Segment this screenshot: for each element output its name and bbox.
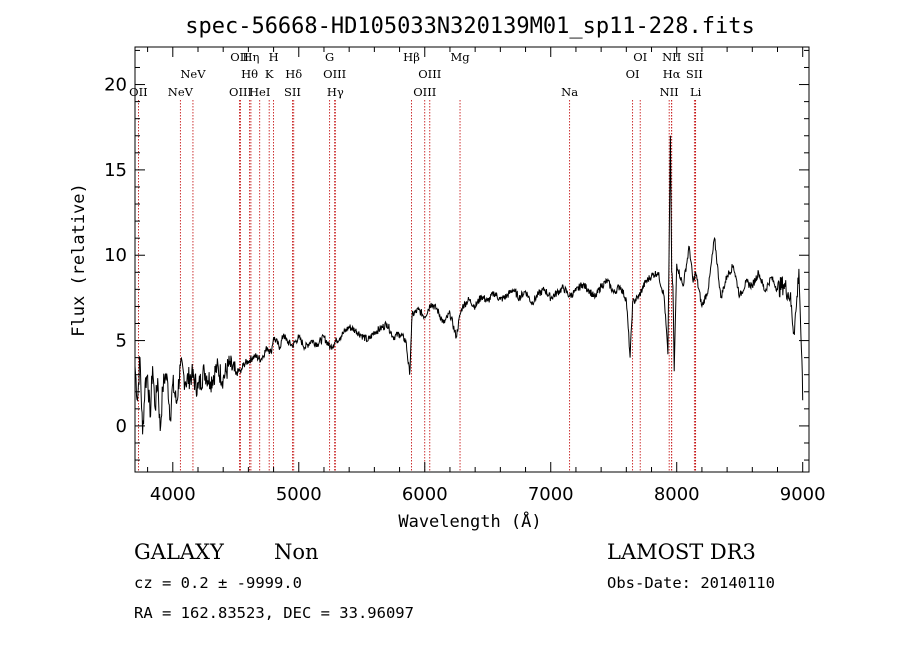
chart-title: spec-56668-HD105033N320139M01_sp11-228.f… xyxy=(185,14,755,39)
spectral-line-label: SII xyxy=(687,50,704,64)
x-tick-label: 8000 xyxy=(654,484,700,505)
spectral-line-label: Hδ xyxy=(285,67,302,81)
spectral-line-label: OI xyxy=(633,50,647,64)
spectral-line-label: NII xyxy=(662,50,681,64)
spectrum-line xyxy=(134,135,804,435)
x-tick-label: 7000 xyxy=(528,484,574,505)
spectral-line-label: Mg xyxy=(450,50,470,64)
spectral-line-label: OIII xyxy=(323,67,346,81)
x-axis-label: Wavelength (Å) xyxy=(398,510,541,532)
survey-label: LAMOST DR3 xyxy=(607,540,756,564)
x-tick-label: 9000 xyxy=(780,484,826,505)
spectral-line-label: Hθ xyxy=(241,67,258,81)
x-tick-label: 5000 xyxy=(276,484,322,505)
y-tick-label: 5 xyxy=(116,331,127,352)
axis-ticks xyxy=(135,47,809,472)
x-tick-label: 6000 xyxy=(402,484,448,505)
y-axis-label: Flux (relative) xyxy=(69,183,89,337)
spectral-line-label: Na xyxy=(561,85,578,99)
y-tick-label: 10 xyxy=(104,245,127,266)
spectral-line-label: OIII xyxy=(229,85,252,99)
spectral-line-label: NeV xyxy=(168,85,194,99)
spectral-line-label: SII xyxy=(284,85,301,99)
object-class: GALAXY xyxy=(134,540,225,564)
spectral-line-label: OI xyxy=(626,67,640,81)
spectral-line-labels: OII NeV NeV OII OIII Hη Hθ HeI HK Hδ SII G OIII Hγ Hβ O… xyxy=(129,50,704,99)
spectral-line-label: K xyxy=(265,67,274,81)
spectral-line-label: Hα xyxy=(663,67,681,81)
spectral-line-label: G xyxy=(325,50,334,64)
x-tick-label: 4000 xyxy=(150,484,196,505)
spectral-line-label: OIII xyxy=(413,85,436,99)
spectral-line-label: SII xyxy=(686,67,703,81)
spectral-line-label: OII xyxy=(129,85,148,99)
object-subclass: Non xyxy=(274,540,319,564)
y-tick-label: 0 xyxy=(116,416,127,437)
y-tick-label: 15 xyxy=(104,160,127,181)
spectral-line-label: Hη xyxy=(242,50,259,64)
y-tick-label: 20 xyxy=(104,75,127,96)
spectral-line-label: Hβ xyxy=(403,50,420,64)
spectral-line-label: Hγ xyxy=(327,85,344,99)
observation-date: Obs-Date: 20140110 xyxy=(607,574,775,592)
spectral-line-label: OII xyxy=(230,50,249,64)
spectral-line-label: NeV xyxy=(180,67,206,81)
spectral-line-label: HeI xyxy=(249,85,270,99)
spectral-line-label: NII xyxy=(660,85,679,99)
coordinates: RA = 162.83523, DEC = 33.96097 xyxy=(134,604,414,622)
spectral-line-label: Li xyxy=(690,85,702,99)
plot-frame xyxy=(134,46,810,473)
spectral-line-label: H xyxy=(269,50,279,64)
spectral-line-markers xyxy=(138,100,697,472)
redshift-cz: cz = 0.2 ± -9999.0 xyxy=(134,574,302,592)
tick-labels: 4000 5000 6000 7000 8000 9000 0 5 10 15 20 xyxy=(104,75,826,505)
spectral-line-label: OIII xyxy=(418,67,441,81)
